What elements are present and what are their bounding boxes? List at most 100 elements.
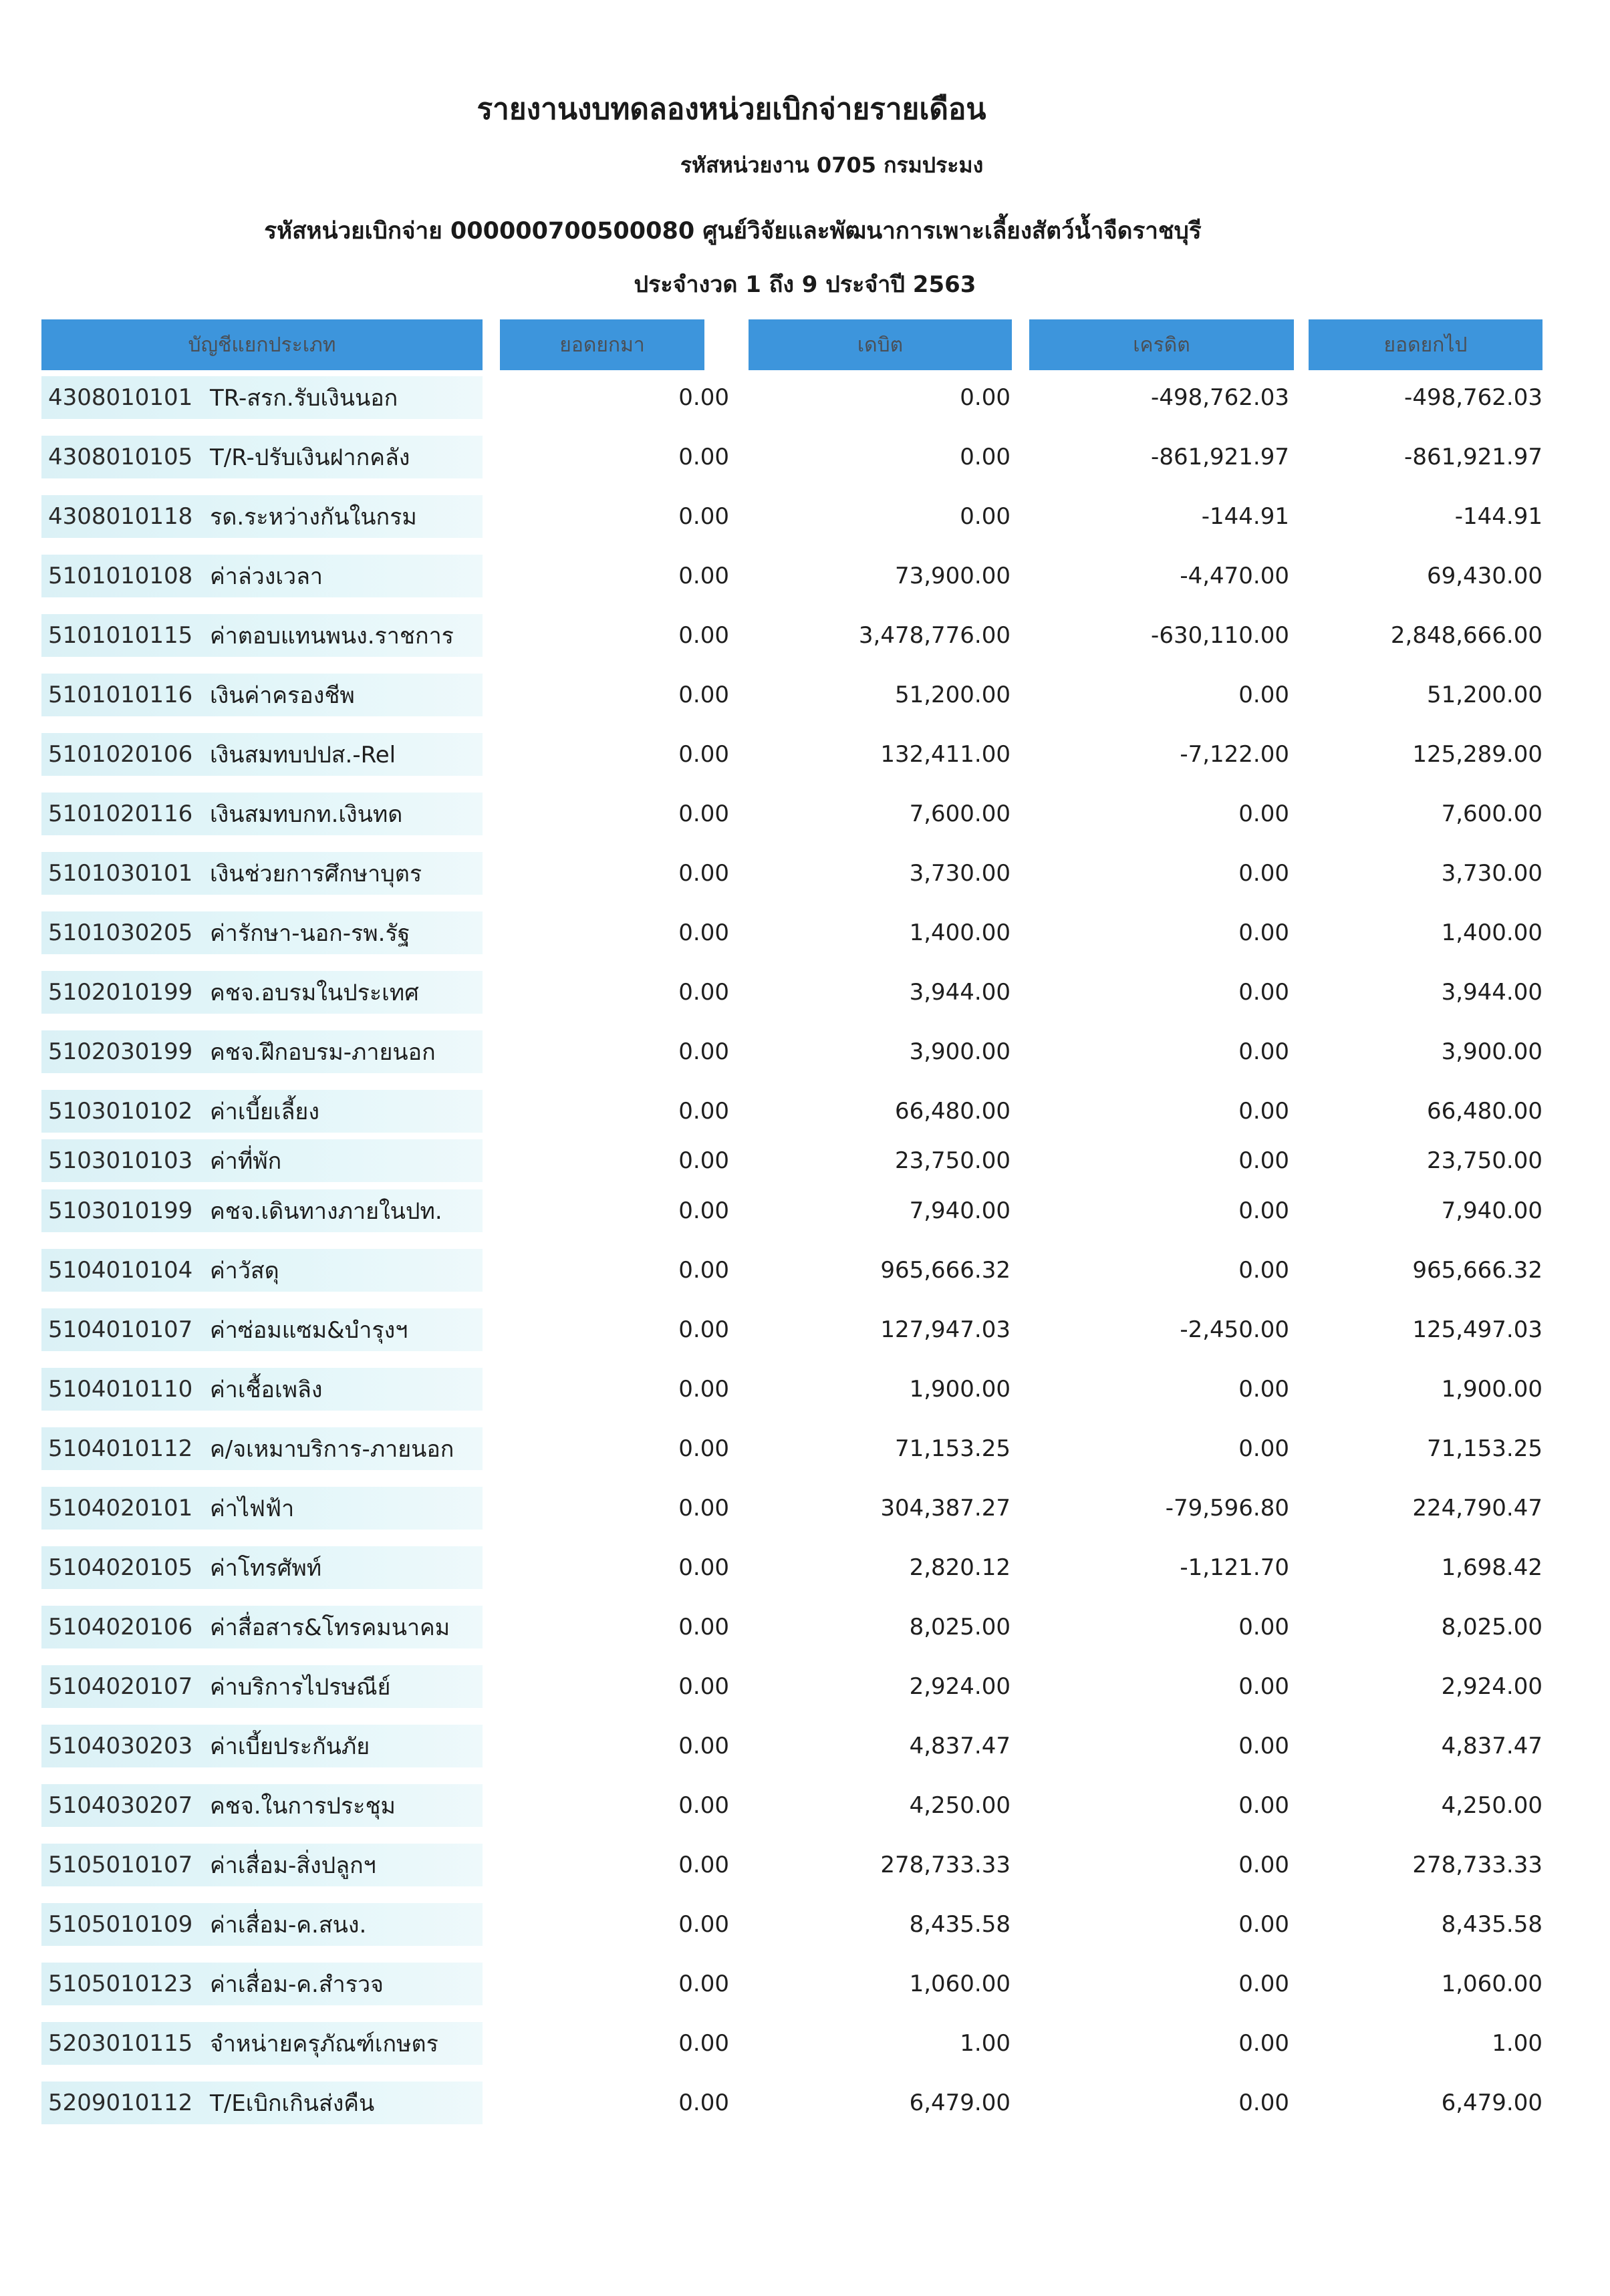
credit-cell: 0.00 bbox=[1238, 682, 1289, 708]
table-row: 5104020106 ค่าสื่อสาร&โทรคมนาคม 0.00 8,025.… bbox=[0, 1606, 1610, 1655]
account-cell: 5103010103 ค่าที่พัก bbox=[41, 1139, 483, 1182]
account-cell: 5101020106 เงินสมทบปปส.-Rel bbox=[41, 733, 483, 776]
closing-balance-cell: 1,900.00 bbox=[1441, 1376, 1542, 1403]
account-code: 4308010101 bbox=[48, 384, 193, 411]
opening-balance-cell: 0.00 bbox=[678, 2030, 729, 2057]
account-code: 5103010102 bbox=[48, 1098, 193, 1125]
table-row: 5104010110 ค่าเชื้อเพลิง 0.00 1,900.00 0.00 1… bbox=[0, 1368, 1610, 1417]
closing-balance-cell: 1,698.42 bbox=[1441, 1554, 1542, 1581]
closing-balance-cell: 278,733.33 bbox=[1412, 1852, 1542, 1878]
header-account: บัญชีแยกประเภท bbox=[41, 319, 483, 370]
account-name: เงินสมทบกท.เงินทด bbox=[210, 801, 403, 828]
account-name: รด.ระหว่างกันในกรม bbox=[210, 504, 417, 531]
account-code: 5104010110 bbox=[48, 1376, 193, 1403]
header-opening-balance: ยอดยกมา bbox=[500, 319, 704, 370]
debit-cell: 0.00 bbox=[960, 444, 1011, 470]
table-row: 4308010101 TR-สรก.รับเงินนอก 0.00 0.00 -498,… bbox=[0, 376, 1610, 426]
account-code: 5104010112 bbox=[48, 1435, 193, 1462]
credit-cell: 0.00 bbox=[1238, 1852, 1289, 1878]
closing-balance-cell: 1.00 bbox=[1492, 2030, 1542, 2057]
table-row: 5103010199 คชจ.เดินทางภายในปท. 0.00 7,940.0… bbox=[0, 1189, 1610, 1239]
account-code: 4308010105 bbox=[48, 444, 193, 470]
table-row: 5102030199 คชจ.ฝึกอบรม-ภายนอก 0.00 3,900.00… bbox=[0, 1030, 1610, 1080]
table-row: 5101030101 เงินช่วยการศึกษาบุตร 0.00 3,730.… bbox=[0, 852, 1610, 901]
debit-cell: 3,900.00 bbox=[909, 1038, 1011, 1065]
table-row: 5104010107 ค่าซ่อมแซม&บำรุงฯ 0.00 127,947.0… bbox=[0, 1308, 1610, 1358]
account-name: ค่าเสื่อม-ค.สำรวจ bbox=[210, 1971, 384, 1998]
opening-balance-cell: 0.00 bbox=[678, 1911, 729, 1938]
account-code: 4308010118 bbox=[48, 503, 193, 530]
opening-balance-cell: 0.00 bbox=[678, 1197, 729, 1224]
account-name: TR-สรก.รับเงินนอก bbox=[210, 385, 398, 412]
debit-cell: 3,730.00 bbox=[909, 860, 1011, 887]
account-code: 5105010109 bbox=[48, 1911, 193, 1938]
account-code: 5104020107 bbox=[48, 1673, 193, 1700]
opening-balance-cell: 0.00 bbox=[678, 1495, 729, 1522]
table-row: 5103010102 ค่าเบี้ยเลี้ยง 0.00 66,480.00 0.0… bbox=[0, 1090, 1610, 1139]
account-cell: 5101010108 ค่าล่วงเวลา bbox=[41, 555, 483, 597]
credit-cell: 0.00 bbox=[1238, 1376, 1289, 1403]
closing-balance-cell: 2,924.00 bbox=[1441, 1673, 1542, 1700]
opening-balance-cell: 0.00 bbox=[678, 741, 729, 768]
debit-cell: 3,944.00 bbox=[909, 979, 1011, 1006]
credit-cell: 0.00 bbox=[1238, 1197, 1289, 1224]
opening-balance-cell: 0.00 bbox=[678, 1257, 729, 1284]
credit-cell: 0.00 bbox=[1238, 2030, 1289, 2057]
closing-balance-cell: 3,944.00 bbox=[1441, 979, 1542, 1006]
debit-cell: 51,200.00 bbox=[894, 682, 1011, 708]
account-code: 5101020116 bbox=[48, 801, 193, 827]
credit-cell: 0.00 bbox=[1238, 1733, 1289, 1759]
table-row: 5104020101 ค่าไฟฟ้า 0.00 304,387.27 -79,596.… bbox=[0, 1487, 1610, 1536]
opening-balance-cell: 0.00 bbox=[678, 1673, 729, 1700]
table-row: 5104020107 ค่าบริการไปรษณีย์ 0.00 2,924.00 0… bbox=[0, 1665, 1610, 1715]
opening-balance-cell: 0.00 bbox=[678, 1852, 729, 1878]
account-cell: 4308010105 T/R-ปรับเงินฝากคลัง bbox=[41, 436, 483, 478]
account-name: ค่าบริการไปรษณีย์ bbox=[210, 1674, 391, 1701]
table-row: 5101020106 เงินสมทบปปส.-Rel 0.00 132,411.00… bbox=[0, 733, 1610, 782]
account-code: 5104010107 bbox=[48, 1316, 193, 1343]
opening-balance-cell: 0.00 bbox=[678, 444, 729, 470]
account-code: 5101030101 bbox=[48, 860, 193, 887]
table-row: 5103010103 ค่าที่พัก 0.00 23,750.00 0.00 23,7… bbox=[0, 1139, 1610, 1189]
debit-cell: 127,947.03 bbox=[880, 1316, 1011, 1343]
credit-cell: 0.00 bbox=[1238, 1614, 1289, 1640]
table-row: 5104010112 ค/จเหมาบริการ-ภายนอก 0.00 71,153… bbox=[0, 1427, 1610, 1477]
credit-cell: 0.00 bbox=[1238, 919, 1289, 946]
closing-balance-cell: 23,750.00 bbox=[1426, 1147, 1542, 1174]
credit-cell: 0.00 bbox=[1238, 1147, 1289, 1174]
account-name: เงินช่วยการศึกษาบุตร bbox=[210, 861, 422, 887]
account-name: ค่าเสื่อม-ค.สนง. bbox=[210, 1912, 367, 1939]
closing-balance-cell: 8,435.58 bbox=[1441, 1911, 1542, 1938]
account-code: 5203010115 bbox=[48, 2030, 193, 2057]
opening-balance-cell: 0.00 bbox=[678, 503, 729, 530]
table-row: 5101020116 เงินสมทบกท.เงินทด 0.00 7,600.00 0… bbox=[0, 793, 1610, 842]
closing-balance-cell: 7,940.00 bbox=[1441, 1197, 1542, 1224]
account-code: 5104020101 bbox=[48, 1495, 193, 1522]
debit-cell: 278,733.33 bbox=[880, 1852, 1011, 1878]
opening-balance-cell: 0.00 bbox=[678, 2090, 729, 2116]
account-code: 5104030207 bbox=[48, 1792, 193, 1819]
credit-cell: -2,450.00 bbox=[1180, 1316, 1289, 1343]
account-name: ค่าโทรศัพท์ bbox=[210, 1555, 322, 1582]
account-cell: 5209010112 T/Eเบิกเกินส่งคืน bbox=[41, 2082, 483, 2124]
table-row: 5105010107 ค่าเสื่อม-สิ่งปลูกฯ 0.00 278,733… bbox=[0, 1844, 1610, 1893]
opening-balance-cell: 0.00 bbox=[678, 1435, 729, 1462]
account-name: ค่าล่วงเวลา bbox=[210, 563, 323, 590]
account-cell: 5104010104 ค่าวัสดุ bbox=[41, 1249, 483, 1292]
account-code: 5105010123 bbox=[48, 1971, 193, 1997]
debit-cell: 3,478,776.00 bbox=[858, 622, 1011, 649]
account-name: คชจ.เดินทางภายในปท. bbox=[210, 1198, 442, 1225]
credit-cell: 0.00 bbox=[1238, 2090, 1289, 2116]
account-code: 5101010115 bbox=[48, 622, 193, 649]
debit-cell: 8,435.58 bbox=[909, 1911, 1011, 1938]
account-cell: 4308010118 รด.ระหว่างกันในกรม bbox=[41, 495, 483, 538]
debit-cell: 4,250.00 bbox=[909, 1792, 1011, 1819]
table-row: 4308010118 รด.ระหว่างกันในกรม 0.00 0.00 -144… bbox=[0, 495, 1610, 545]
account-cell: 4308010101 TR-สรก.รับเงินนอก bbox=[41, 376, 483, 419]
table-row: 5101010115 ค่าตอบแทนพนง.ราชการ 0.00 3,478,7… bbox=[0, 614, 1610, 664]
credit-cell: -1,121.70 bbox=[1180, 1554, 1289, 1581]
account-name: ค่ารักษา-นอก-รพ.รัฐ bbox=[210, 920, 410, 947]
closing-balance-cell: 4,837.47 bbox=[1441, 1733, 1542, 1759]
debit-cell: 0.00 bbox=[960, 503, 1011, 530]
debit-cell: 2,924.00 bbox=[909, 1673, 1011, 1700]
